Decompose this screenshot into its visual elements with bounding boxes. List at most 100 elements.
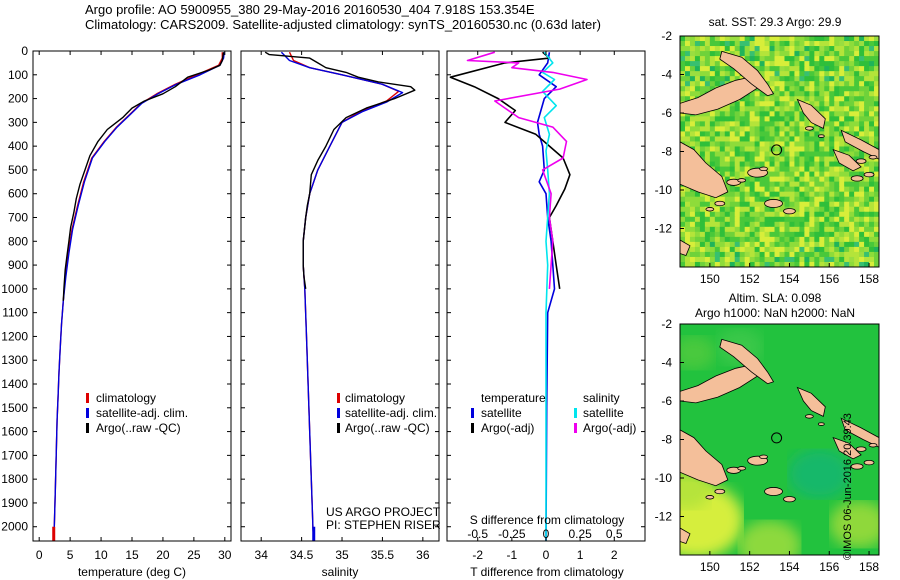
sst-cell [729,261,736,267]
sst-cell [694,86,701,92]
sst-cell [749,121,756,127]
sst-cell [680,231,686,238]
sst-cell [774,176,781,183]
sst-cell [799,221,805,228]
sst-cell [784,256,791,263]
sst-cell [799,161,805,168]
sst-cell [864,101,870,107]
x-tick-label: 5 [67,548,74,562]
sst-cell [759,106,766,112]
sst-cell [714,126,721,133]
sst-cell [874,186,879,193]
sst-cell [874,191,879,198]
sst-cell [704,201,711,208]
sst-cell [764,261,771,267]
sst-cell [719,136,726,143]
sst-cell [834,121,840,127]
sst-cell [859,191,865,198]
sst-cell [824,86,830,92]
island [764,487,783,496]
sst-cell [814,146,820,153]
sst-cell [769,106,776,112]
sst-cell [839,96,845,102]
sst-cell [744,211,751,218]
sst-cell [734,151,741,158]
sst-cell [680,196,686,203]
sst-cell [699,231,706,238]
sst-cell [704,231,711,238]
sst-cell [749,151,756,158]
sst-cell [804,246,810,253]
sst-cell [774,221,781,228]
sst-cell [680,236,686,243]
sst-cell [724,191,731,198]
sst-cell [684,61,691,67]
sst-cell [814,191,820,198]
sst-cell [839,186,845,193]
sst-cell [684,256,691,263]
sst-cell [694,51,701,57]
sst-cell [849,131,855,138]
sst-cell [864,136,870,143]
sst-cell [749,201,756,208]
legend-swatch-argo [337,423,340,433]
sst-cell [764,196,771,203]
sst-cell [764,171,771,178]
sst-cell [709,56,716,62]
sst-cell [734,196,741,203]
sst-cell [709,46,716,52]
sst-cell [789,181,796,188]
sst-cell [759,206,766,213]
sst-cell [694,46,701,52]
depth-tick-label: 1100 [2,306,28,320]
sst-cell [819,156,825,163]
sst-cell [699,211,706,218]
sst-cell [764,241,771,248]
land-polygon [680,141,729,199]
sst-cell [799,231,805,238]
sla-map-subtitle: Argo h1000: NaN h2000: NaN [695,306,855,320]
sst-cell [819,41,825,47]
sst-cell [814,136,820,143]
sst-cell [829,56,835,62]
sst-cell [804,176,810,183]
sst-cell [779,36,786,42]
sst-cell [739,196,746,203]
sst-cell [789,101,796,107]
sst-cell [764,191,771,198]
sst-cell [854,241,860,248]
sst-cell [779,226,786,233]
sst-cell [764,156,771,163]
sst-cell [734,246,741,253]
sst-cell [784,161,791,168]
sst-cell [844,221,850,228]
sst-cell [819,76,825,82]
sst-cell [759,66,766,72]
sst-cell [819,261,825,267]
sst-cell [714,246,721,253]
sst-cell [864,251,870,258]
sst-cell [744,96,751,102]
sst-cell [859,206,865,213]
sst-cell [749,46,756,52]
sst-cell [789,51,796,57]
sst-cell [789,256,796,263]
sst-cell [794,86,800,92]
sst-cell [849,206,855,213]
secondary-x-tick-label: -0.25 [498,527,526,541]
sst-cell [749,61,756,67]
sst-cell [849,46,855,52]
sst-cell [814,206,820,213]
sst-cell [849,256,855,263]
lat-tick-label: -12 [655,510,673,524]
sst-cell [759,126,766,133]
island [705,495,715,500]
sst-cell [724,146,731,153]
sst-cell [774,101,781,107]
sst-cell [849,146,855,153]
sst-cell [874,96,879,102]
sst-cell [729,166,736,173]
x-tick-label: 2 [611,548,618,562]
sst-cell [839,91,845,97]
sst-cell [704,81,711,87]
